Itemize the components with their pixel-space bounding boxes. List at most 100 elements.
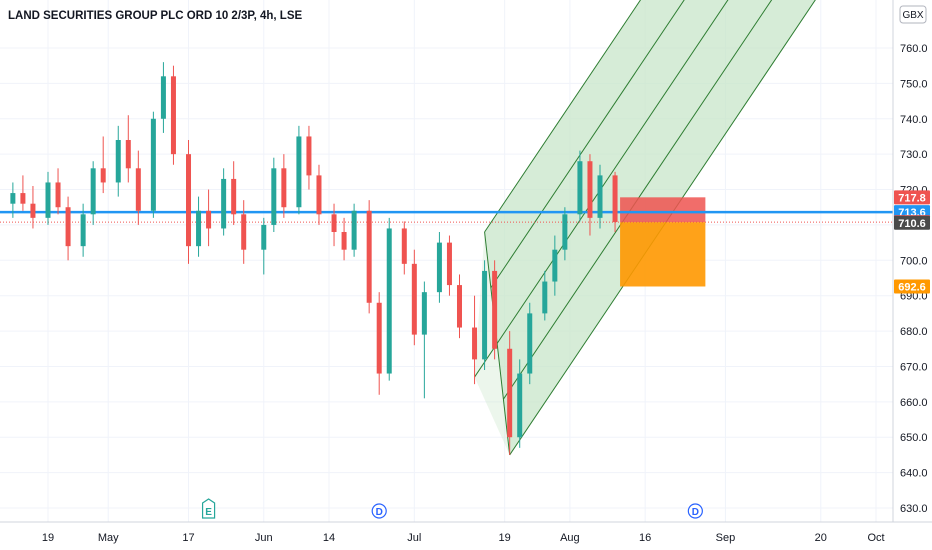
candle-body bbox=[306, 136, 312, 176]
candle-body bbox=[351, 210, 357, 250]
candle-body bbox=[527, 313, 533, 374]
candle-body bbox=[261, 224, 267, 250]
pivot-connector bbox=[484, 231, 511, 455]
candle-body bbox=[231, 178, 237, 215]
candle-body bbox=[411, 263, 417, 335]
stop-loss-zone[interactable] bbox=[620, 197, 706, 223]
candle-body bbox=[80, 214, 86, 247]
candle-body bbox=[186, 154, 192, 247]
candle-body bbox=[331, 214, 337, 232]
candle-body bbox=[517, 373, 523, 438]
price-tag-bg bbox=[894, 190, 930, 205]
y-tick-label: 750.0 bbox=[900, 78, 928, 90]
candle-body bbox=[341, 232, 347, 250]
price-tag-bg bbox=[894, 279, 930, 294]
x-tick-label: 19 bbox=[42, 532, 54, 544]
candle-body bbox=[472, 327, 478, 360]
y-tick-label: 700.0 bbox=[900, 255, 928, 267]
dividend-icon bbox=[371, 503, 387, 519]
candle-body bbox=[125, 140, 131, 169]
upper-inner-line bbox=[490, 0, 685, 289]
candle-body bbox=[100, 168, 106, 183]
candle-body bbox=[20, 193, 26, 204]
take-profit-zone[interactable] bbox=[620, 222, 706, 287]
currency-badge[interactable]: GBX bbox=[899, 5, 927, 24]
price-tag: 692.6 bbox=[894, 279, 930, 294]
candle-body bbox=[90, 168, 96, 215]
median-line bbox=[474, 0, 729, 378]
price-tag-label: 692.6 bbox=[898, 281, 926, 293]
currency-label: GBX bbox=[902, 10, 923, 21]
event-label: D bbox=[376, 507, 383, 518]
lower-line bbox=[509, 0, 816, 456]
x-tick-label: Jun bbox=[255, 532, 273, 544]
x-tick-label: Sep bbox=[716, 532, 736, 544]
x-tick-label: 17 bbox=[182, 532, 194, 544]
candle-body bbox=[436, 242, 442, 293]
lower-inner-line bbox=[502, 0, 773, 400]
candle-body bbox=[281, 168, 287, 208]
candle-body bbox=[170, 76, 176, 155]
candle-body bbox=[552, 249, 558, 282]
candle-body bbox=[401, 228, 407, 264]
candle-body bbox=[366, 210, 372, 303]
candle-body bbox=[492, 270, 498, 349]
price-axis[interactable]: 630.0 640.0 650.0 660.0 670.0 680.0 690.0 700.0… bbox=[892, 0, 930, 522]
dividend-marker[interactable]: D bbox=[371, 503, 387, 519]
horizontal-line[interactable] bbox=[0, 210, 893, 223]
candle-body bbox=[376, 302, 382, 374]
x-tick-label: Jul bbox=[407, 532, 421, 544]
candle-body bbox=[386, 228, 392, 374]
candle-body bbox=[316, 175, 322, 215]
y-tick-label: 760.0 bbox=[900, 43, 928, 55]
candles bbox=[10, 62, 618, 455]
short-position-tool[interactable] bbox=[620, 197, 706, 287]
time-axis[interactable]: 19 May 17 Jun 14 Jul 19 Aug 16 Sep 20 Oct bbox=[0, 521, 932, 544]
candle-body bbox=[446, 242, 452, 286]
y-tick-label: 740.0 bbox=[900, 114, 928, 126]
x-tick-label: 19 bbox=[499, 532, 511, 544]
candle-body bbox=[271, 168, 277, 225]
candle-body bbox=[65, 207, 71, 247]
x-tick-label: 14 bbox=[323, 532, 335, 544]
x-tick-label: May bbox=[98, 532, 119, 544]
candle-body bbox=[30, 203, 36, 218]
candle-body bbox=[241, 214, 247, 250]
event-label: E bbox=[205, 507, 212, 518]
earnings-marker[interactable]: E bbox=[201, 498, 216, 519]
candle-body bbox=[456, 285, 462, 328]
price-tag: 710.6 bbox=[894, 215, 930, 230]
candle-body bbox=[135, 168, 141, 211]
chart-title: LAND SECURITIES GROUP PLC ORD 10 2/3P, 4… bbox=[8, 10, 303, 22]
candle-body bbox=[421, 292, 427, 335]
y-tick-label: 650.0 bbox=[900, 432, 928, 444]
price-tag-bg bbox=[894, 215, 930, 230]
candle-body bbox=[482, 270, 488, 360]
x-tick-label: 16 bbox=[639, 532, 651, 544]
candle-body bbox=[577, 161, 583, 215]
x-tick-label: 20 bbox=[815, 532, 827, 544]
y-tick-label: 670.0 bbox=[900, 361, 928, 373]
y-tick-label: 690.0 bbox=[900, 291, 928, 303]
candle-body bbox=[612, 175, 618, 223]
candle-body bbox=[45, 182, 51, 218]
x-tick-label: Aug bbox=[560, 532, 580, 544]
x-tick-label: Oct bbox=[867, 532, 884, 544]
candle-body bbox=[542, 281, 548, 314]
earnings-icon bbox=[201, 498, 216, 519]
candle-body bbox=[115, 140, 121, 183]
y-tick-label: 730.0 bbox=[900, 149, 928, 161]
candle-body bbox=[597, 175, 603, 218]
y-tick-label: 640.0 bbox=[900, 468, 928, 480]
candle-body bbox=[221, 178, 227, 229]
candle-body bbox=[562, 214, 568, 250]
candle-body bbox=[160, 76, 166, 119]
dividend-marker[interactable]: D bbox=[687, 503, 703, 519]
candle-body bbox=[150, 118, 156, 211]
candle-body bbox=[206, 210, 212, 229]
candle-body bbox=[55, 182, 61, 208]
price-tag-label: 710.6 bbox=[898, 218, 926, 230]
candle-body bbox=[296, 136, 302, 208]
